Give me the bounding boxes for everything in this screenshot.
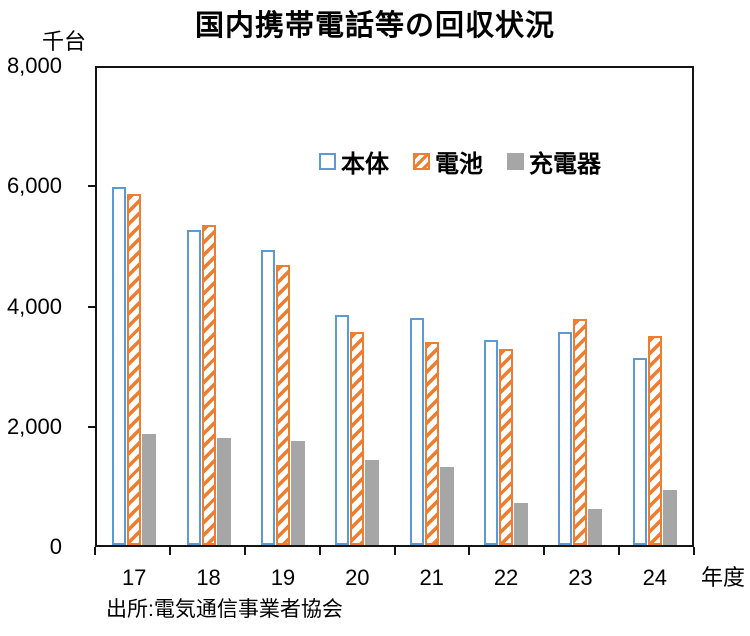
bar-handset: [260, 250, 275, 545]
x-tick-mark: [543, 547, 546, 555]
chart-title: 国内携帯電話等の回収状況: [194, 10, 555, 42]
bar-charger: [216, 438, 231, 545]
bar-handset: [335, 315, 350, 545]
bar-group: [395, 318, 469, 545]
y-tick-label: 8,000: [6, 53, 62, 78]
bar-battery: [499, 349, 514, 545]
plot-area: 本体 電池 充電器: [95, 66, 694, 547]
bar-charger: [514, 503, 529, 545]
y-tick-mark: [88, 425, 95, 428]
x-tick-mark: [393, 547, 396, 555]
y-tick-label: 6,000: [6, 173, 62, 199]
x-tick-label: 17: [121, 565, 147, 590]
bar-charger: [290, 441, 305, 545]
bar-group: [543, 319, 617, 545]
bar-group: [320, 315, 394, 545]
bar-charger: [142, 434, 157, 545]
bar-group: [469, 340, 543, 545]
bar-charger: [439, 467, 454, 545]
legend-item-handset: 本体: [319, 144, 389, 179]
y-tick-mark: [88, 305, 95, 308]
bar-battery: [350, 332, 365, 545]
bar-charger: [588, 509, 603, 545]
bar-battery: [647, 336, 662, 545]
legend-label-battery: 電池: [435, 151, 483, 178]
x-tick-mark: [243, 547, 246, 555]
bar-group: [618, 336, 692, 545]
bar-group: [97, 187, 171, 545]
x-tick-label: 21: [419, 565, 444, 590]
bar-handset: [632, 358, 647, 545]
x-tick-mark: [468, 547, 471, 555]
bar-charger: [662, 490, 677, 545]
legend-marker-charger: [507, 153, 524, 170]
y-tick-label: 4,000: [6, 293, 62, 319]
y-tick-mark: [88, 185, 95, 188]
y-tick-label: 0: [49, 534, 62, 559]
bar-battery: [424, 342, 439, 545]
bar-charger: [365, 460, 380, 545]
bar-battery: [573, 319, 588, 545]
x-tick-label: 22: [493, 565, 519, 590]
bar-battery: [127, 194, 142, 545]
bar-battery: [201, 225, 216, 545]
bar-handset: [186, 230, 201, 545]
bar-handset: [112, 187, 127, 545]
legend-item-charger: 充電器: [507, 144, 601, 179]
y-tick-label: 2,000: [6, 413, 62, 439]
x-tick-mark: [618, 547, 621, 555]
bar-handset: [409, 318, 424, 545]
legend-label-handset: 本体: [341, 151, 389, 178]
bar-group: [171, 225, 245, 545]
x-tick-label: 24: [642, 565, 668, 590]
legend-marker-handset: [319, 153, 336, 170]
x-tick-label: 20: [345, 565, 370, 590]
x-tick-mark: [168, 547, 171, 555]
x-tick-mark: [693, 547, 695, 555]
bar-group: [246, 250, 320, 545]
legend-label-charger: 充電器: [529, 151, 601, 178]
x-tick-mark: [94, 547, 96, 555]
x-tick-label: 19: [270, 565, 296, 590]
y-axis-unit-label: 千台: [42, 29, 87, 54]
bar-handset: [484, 340, 499, 545]
bar-battery: [275, 265, 290, 545]
legend-marker-battery: [413, 153, 430, 170]
x-tick-mark: [318, 547, 321, 555]
x-axis-unit-label: 年度: [701, 565, 746, 590]
bar-handset: [558, 332, 573, 545]
legend: 本体 電池 充電器: [319, 144, 601, 179]
x-tick-label: 18: [196, 565, 221, 590]
x-tick-label: 23: [568, 565, 593, 590]
legend-item-battery: 電池: [413, 144, 483, 179]
source-note: 出所:電気通信事業者協会: [106, 598, 343, 621]
